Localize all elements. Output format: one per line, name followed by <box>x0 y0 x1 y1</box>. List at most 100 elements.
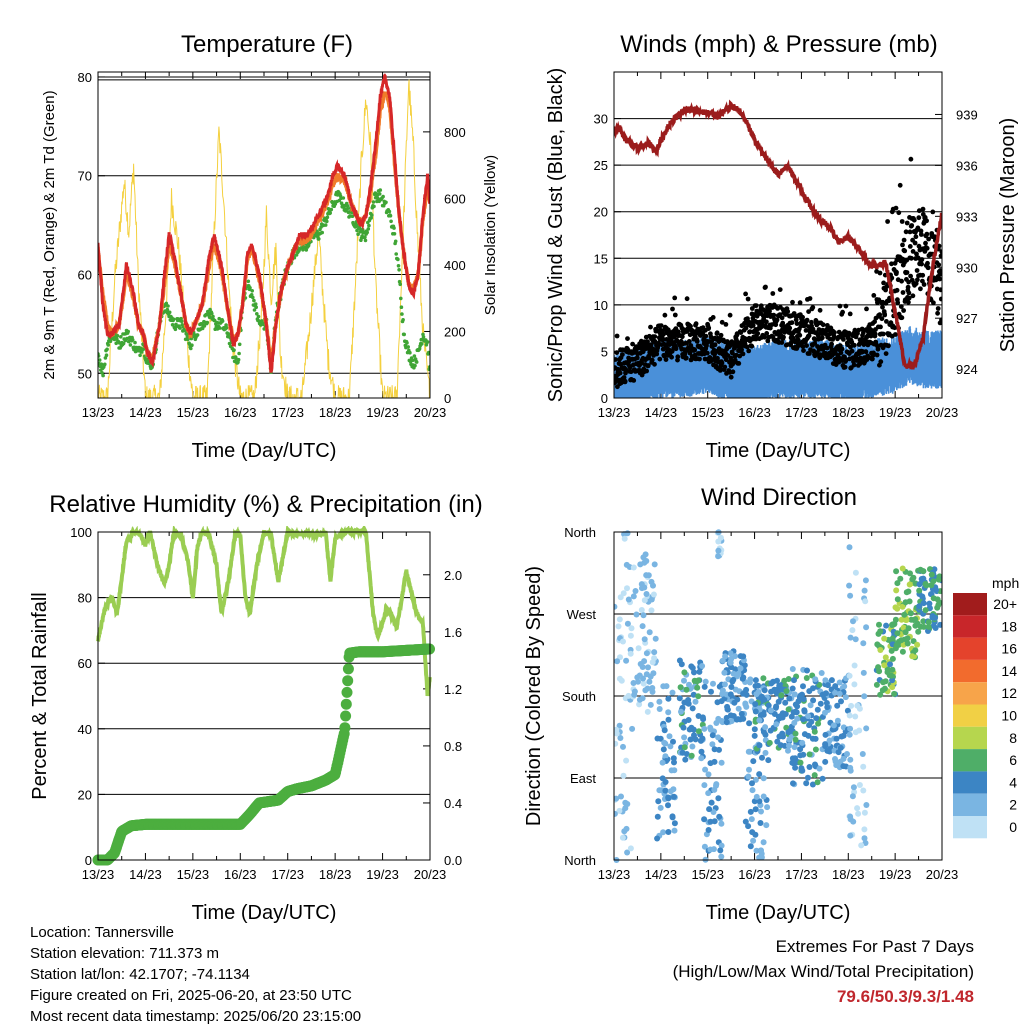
direction-point <box>884 669 891 676</box>
y2-tick-label: 200 <box>444 324 466 339</box>
direction-point <box>680 724 687 731</box>
gust-point <box>812 341 818 346</box>
dewpoint-point <box>408 350 412 355</box>
direction-point <box>749 787 756 794</box>
direction-point <box>625 692 632 699</box>
dewpoint-point <box>328 211 333 215</box>
direction-point <box>646 629 653 636</box>
gust-point <box>780 320 786 326</box>
gust-point <box>800 344 806 349</box>
direction-point <box>903 617 910 623</box>
gust-point <box>688 323 693 329</box>
gust-point <box>920 272 926 278</box>
direction-point <box>914 641 921 648</box>
gust-point <box>904 270 910 275</box>
direction-point <box>756 854 763 861</box>
gust-point <box>694 339 700 344</box>
direction-point <box>852 713 859 720</box>
direction-point <box>760 839 767 846</box>
direction-point <box>785 676 792 682</box>
direction-point <box>824 747 831 754</box>
direction-point <box>822 743 829 750</box>
gust-point <box>901 237 907 243</box>
gust-point <box>905 284 911 290</box>
gust-point <box>904 220 910 226</box>
direction-point <box>852 636 859 643</box>
legend-swatch <box>953 593 987 616</box>
direction-point <box>925 619 932 626</box>
y-tick-label: 15 <box>594 251 608 266</box>
gust-point <box>842 364 848 370</box>
direction-point <box>660 746 667 753</box>
direction-point <box>668 767 675 774</box>
direction-point <box>860 763 867 770</box>
direction-point <box>705 827 712 833</box>
direction-point <box>817 700 824 707</box>
direction-point <box>614 658 621 665</box>
direction-point <box>926 600 933 607</box>
gust-point <box>935 306 941 311</box>
x-tick-label: 18/23 <box>319 405 352 420</box>
dewpoint-point <box>237 351 241 356</box>
direction-point <box>691 669 697 676</box>
direction-point <box>723 691 730 698</box>
direction-point <box>832 758 839 765</box>
gust-point <box>907 229 913 235</box>
direction-point <box>641 636 648 643</box>
dewpoint-point <box>253 302 258 306</box>
gust-point <box>883 351 889 356</box>
direction-point <box>752 708 759 715</box>
dewpoint-point <box>393 239 398 244</box>
direction-cluster <box>916 566 942 634</box>
dewpoint-point <box>405 341 409 345</box>
dewpoint-point <box>171 317 176 322</box>
direction-point <box>756 742 763 749</box>
gust-point <box>679 334 685 340</box>
direction-point <box>662 779 669 785</box>
direction-point <box>791 691 798 698</box>
gust-point <box>919 257 925 262</box>
gust-point <box>838 350 844 356</box>
direction-point <box>669 689 676 696</box>
gust-point <box>728 374 734 380</box>
gust-point <box>920 206 926 212</box>
direction-point <box>692 698 699 705</box>
direction-point <box>832 689 839 696</box>
gust-point <box>885 219 890 224</box>
plot-frame <box>613 71 943 399</box>
direction-point <box>805 732 812 739</box>
direction-point <box>670 738 676 745</box>
direction-cluster <box>719 648 749 726</box>
y-tick-label: North <box>564 853 596 868</box>
dewpoint-point <box>207 315 212 320</box>
y-tick-label: West <box>567 607 597 622</box>
direction-point <box>811 728 818 735</box>
gust-point <box>645 339 650 344</box>
dewpoint-point <box>205 320 210 325</box>
direction-point <box>650 591 657 598</box>
direction-point <box>763 822 770 829</box>
dewpoint-point <box>251 295 255 300</box>
y-axis-label: 2m & 9m T (Red, Orange) & 2m Td (Green) <box>41 90 58 379</box>
x-tick-label: 15/23 <box>691 867 724 882</box>
direction-point <box>862 577 869 584</box>
dewpoint-point <box>388 214 393 218</box>
y-tick-label: 70 <box>78 169 92 184</box>
station-elevation: Station elevation: 711.373 m <box>30 945 220 962</box>
direction-point <box>753 793 760 800</box>
direction-point <box>805 713 812 720</box>
dewpoint-point <box>323 223 328 227</box>
dewpoint-point <box>320 230 325 235</box>
direction-point <box>756 771 763 778</box>
direction-point <box>623 561 630 568</box>
direction-point <box>701 782 708 789</box>
y2-tick-label: 2.0 <box>444 568 462 583</box>
direction-point <box>753 691 760 698</box>
dewpoint-point <box>195 333 200 337</box>
dewpoint-point <box>309 239 313 244</box>
legend-swatch <box>953 816 987 839</box>
gust-point <box>723 322 729 327</box>
gust-point <box>739 347 744 353</box>
direction-point <box>649 659 656 666</box>
gust-point <box>900 290 906 295</box>
